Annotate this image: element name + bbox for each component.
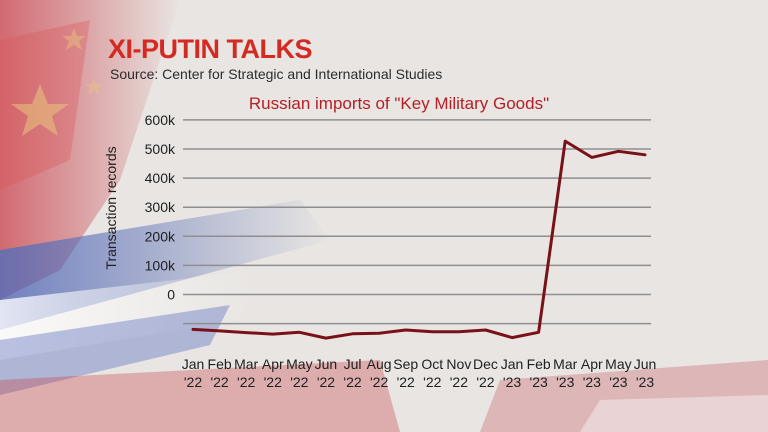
x-tick-label: Sep [393,356,418,372]
x-tick-year: '22 [397,374,415,390]
x-tick-label: Jun [634,356,657,372]
y-tick-label: 400k [145,170,176,186]
x-tick-label: Jul [344,356,362,372]
x-tick-year: '22 [184,374,202,390]
gridlines [183,119,651,325]
x-tick-label: Mar [553,356,577,372]
x-tick-year: '22 [370,374,388,390]
flag-star-icon [11,84,69,136]
x-tick-label: May [286,356,312,372]
x-axis-ticks: Jan'22Feb'22Mar'22Apr'22May'22Jun'22Jul'… [182,356,657,390]
x-tick-year: '22 [317,374,335,390]
x-tick-year: '22 [423,374,441,390]
x-tick-year: '22 [450,374,468,390]
x-tick-label: May [605,356,631,372]
x-tick-year: '22 [210,374,228,390]
x-tick-year: '22 [290,374,308,390]
y-tick-label: 0 [167,287,175,303]
x-tick-label: Feb [208,356,232,372]
x-tick-label: Jan [182,356,205,372]
x-tick-year: '23 [556,374,574,390]
series [191,139,647,340]
x-tick-label: Nov [446,356,471,372]
x-tick-label: Apr [581,356,603,372]
x-tick-year: '23 [609,374,627,390]
y-tick-label: 200k [145,228,176,244]
x-tick-year: '23 [636,374,654,390]
x-tick-year: '22 [264,374,282,390]
x-tick-label: Feb [527,356,551,372]
x-tick-year: '22 [476,374,494,390]
headline: XI-PUTIN TALKS [108,34,313,64]
y-tick-label: 100k [145,257,176,273]
x-tick-label: Dec [473,356,498,372]
flag-star-icon [85,78,103,95]
x-tick-label: Oct [421,356,443,372]
x-tick-year: '23 [503,374,521,390]
y-tick-label: 500k [145,141,176,157]
x-tick-year: '22 [237,374,255,390]
x-tick-year: '22 [343,374,361,390]
flag-star-icon [62,28,86,50]
x-tick-label: Mar [234,356,258,372]
y-tick-label: 600k [145,112,176,128]
x-tick-label: Jan [501,356,524,372]
y-axis-ticks: 600k 500k 400k 300k 200k 100k 0 [145,112,176,303]
x-tick-label: Apr [262,356,284,372]
x-tick-year: '23 [583,374,601,390]
series-line [191,139,647,340]
x-tick-label: Jun [315,356,338,372]
x-tick-label: Aug [367,356,392,372]
chart-title: Russian imports of "Key Military Goods" [248,94,550,113]
y-axis-label: Transaction records [103,146,119,269]
source-note: Source: Center for Strategic and Interna… [110,66,443,82]
y-tick-label: 300k [145,199,176,215]
x-tick-year: '23 [530,374,548,390]
